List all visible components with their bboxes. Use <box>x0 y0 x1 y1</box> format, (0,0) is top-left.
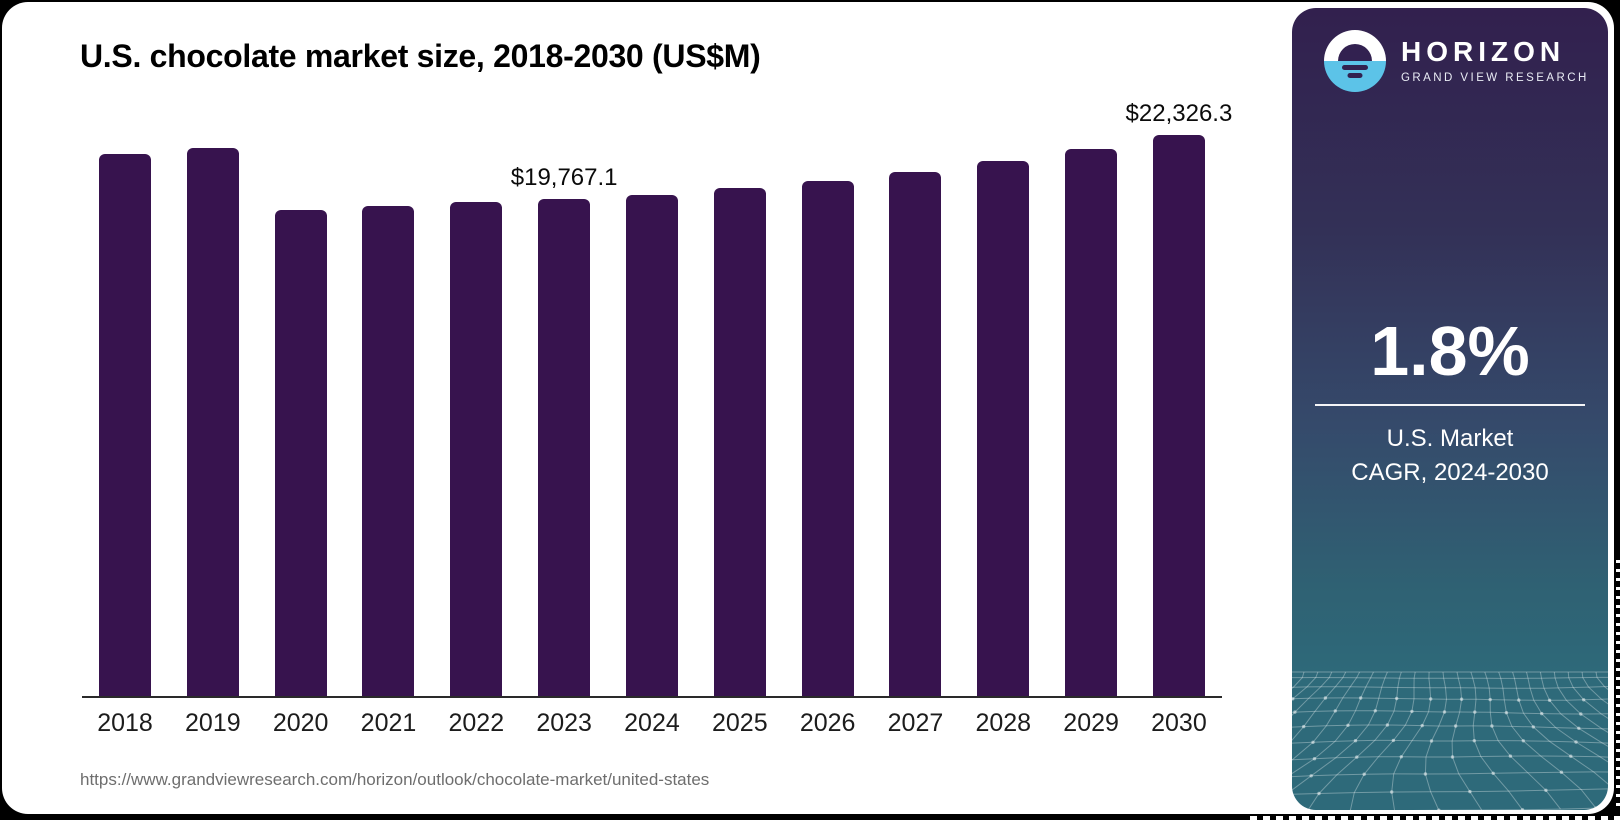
bar-group-2021 <box>362 197 415 696</box>
logo-text: HORIZON GRAND VIEW RESEARCH <box>1401 36 1589 85</box>
horizon-sun-icon <box>1324 30 1386 92</box>
x-axis-labels: 2018 2019 2020 2021 2022 2023 2024 2025 2026 2027… <box>82 709 1222 738</box>
sun-reflection-line <box>1342 65 1368 70</box>
bar-2030 <box>1152 135 1205 696</box>
cagr-stat-block: 1.8% U.S. Market CAGR, 2024-2030 <box>1292 316 1608 490</box>
x-axis-label-2019: 2019 <box>185 709 241 737</box>
bar-group-2024 <box>625 186 678 696</box>
sun-reflection-line <box>1347 73 1363 78</box>
x-axis-label-2020: 2020 <box>272 709 329 737</box>
bar-2027 <box>889 171 942 696</box>
x-axis-label-2027: 2027 <box>887 709 944 737</box>
bar-group-2019 <box>186 139 239 696</box>
x-axis-label-2028: 2028 <box>975 709 1032 737</box>
bar-group-2025 <box>713 179 766 696</box>
bar-group-2018 <box>99 145 151 696</box>
x-axis-label-2021: 2021 <box>360 709 417 737</box>
bar-2025 <box>713 187 766 696</box>
stat-divider <box>1315 404 1585 406</box>
mesh-pattern <box>1292 671 1608 810</box>
stat-label-line1: U.S. Market <box>1386 425 1514 452</box>
horizon-logo: HORIZON GRAND VIEW RESEARCH <box>1324 30 1589 92</box>
bar-2029 <box>1065 149 1118 696</box>
bar-group-2022 <box>450 193 503 696</box>
wireframe-mesh <box>1292 668 1608 810</box>
stat-label-line2: CAGR, 2024-2030 <box>1351 459 1549 486</box>
frame-right-ticks <box>1616 560 1620 812</box>
bar-2018 <box>99 154 151 696</box>
bar-2021 <box>362 206 415 696</box>
x-axis-label-2030: 2030 <box>1151 709 1207 737</box>
bar-value-label: $19,767.1 <box>510 164 618 192</box>
bar-2019 <box>186 148 239 696</box>
cagr-value: 1.8% <box>1370 312 1530 390</box>
x-axis-label-2025: 2025 <box>711 709 768 737</box>
bar-2026 <box>801 180 854 696</box>
source-url: https://www.grandviewresearch.com/horizo… <box>80 770 710 789</box>
bar-2020 <box>274 210 327 696</box>
brand-name: HORIZON <box>1401 36 1566 67</box>
brand-subtitle: GRAND VIEW RESEARCH <box>1401 72 1589 84</box>
bar-2022 <box>450 202 503 696</box>
x-axis-label-2022: 2022 <box>448 709 505 737</box>
bar-2024 <box>625 194 678 696</box>
bar-group-2030: $22,326.3 <box>1126 102 1232 696</box>
x-axis-line <box>82 696 1222 698</box>
bar-2028 <box>977 161 1030 696</box>
bar-plot: $19,767.1 $22,326.3 <box>82 2 1232 696</box>
x-axis-label-2026: 2026 <box>799 709 856 737</box>
bar-2023 <box>538 199 591 696</box>
x-axis-label-2023: 2023 <box>536 709 592 737</box>
sun-glyph <box>1338 44 1372 61</box>
bar-group-2023: $19,767.1 <box>511 166 618 696</box>
bar-value-label: $22,326.3 <box>1125 100 1233 127</box>
x-axis-label-2024: 2024 <box>624 709 680 737</box>
bar-group-2026 <box>801 172 854 696</box>
x-axis-label-2029: 2029 <box>1063 709 1119 737</box>
bar-group-2028 <box>977 152 1030 696</box>
brand-sidebar: HORIZON GRAND VIEW RESEARCH 1.8% U.S. Ma… <box>1292 8 1608 810</box>
bar-group-2027 <box>889 163 942 696</box>
frame-bottom-ticks <box>1250 816 1620 820</box>
bar-group-2020 <box>274 201 327 696</box>
x-axis-label-2018: 2018 <box>97 709 153 737</box>
chart-title: U.S. chocolate market size, 2018-2030 (U… <box>80 38 761 74</box>
bar-group-2029 <box>1065 140 1118 696</box>
